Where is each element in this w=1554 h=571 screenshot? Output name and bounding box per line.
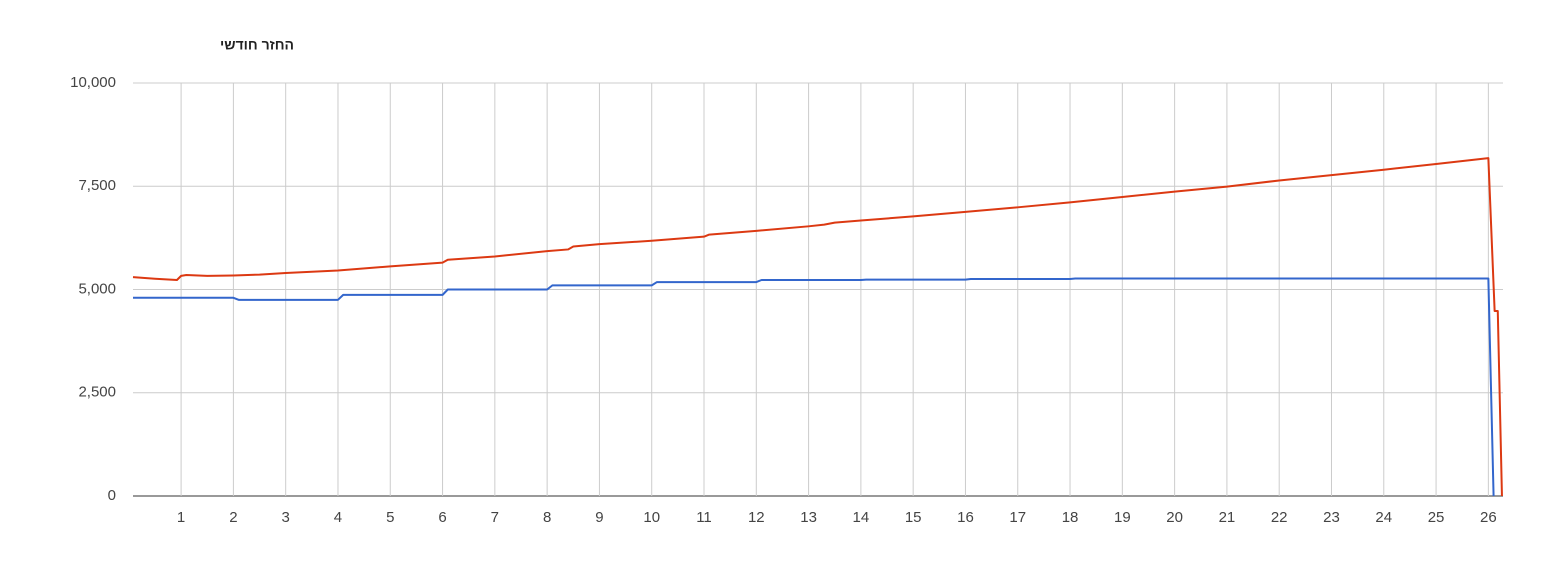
y-tick-label: 0 [108,487,116,504]
x-tick-label: 6 [438,509,446,526]
x-tick-label: 19 [1114,509,1131,526]
x-tick-label: 25 [1428,509,1445,526]
x-tick-label: 21 [1219,509,1236,526]
x-tick-label: 1 [177,509,185,526]
x-tick-label: 4 [334,509,342,526]
x-tick-label: 7 [491,509,499,526]
x-tick-label: 24 [1375,509,1392,526]
x-tick-label: 10 [643,509,660,526]
x-tick-label: 12 [748,509,765,526]
chart-title: החזר חודשי [220,37,294,53]
series-line [133,277,1495,497]
y-tick-label: 10,000 [70,74,116,91]
x-tick-label: 5 [386,509,394,526]
x-tick-label: 18 [1062,509,1079,526]
x-tick-label: 23 [1323,509,1340,526]
x-tick-label: 14 [853,509,870,526]
x-tick-label: 26 [1480,509,1497,526]
x-tick-label: 15 [905,509,922,526]
x-tick-label: 11 [696,509,712,526]
x-tick-label: 3 [282,509,290,526]
series-line [132,157,1503,497]
x-tick-label: 17 [1009,509,1026,526]
x-tick-label: 13 [800,509,817,526]
y-tick-label: 7,500 [78,177,116,194]
x-tick-label: 20 [1166,509,1183,526]
y-tick-label: 2,500 [78,384,116,401]
y-tick-label: 5,000 [78,280,116,297]
x-tick-label: 22 [1271,509,1288,526]
x-tick-label: 16 [957,509,974,526]
x-tick-label: 2 [229,509,237,526]
x-tick-label: 9 [595,509,603,526]
x-tick-label: 8 [543,509,551,526]
